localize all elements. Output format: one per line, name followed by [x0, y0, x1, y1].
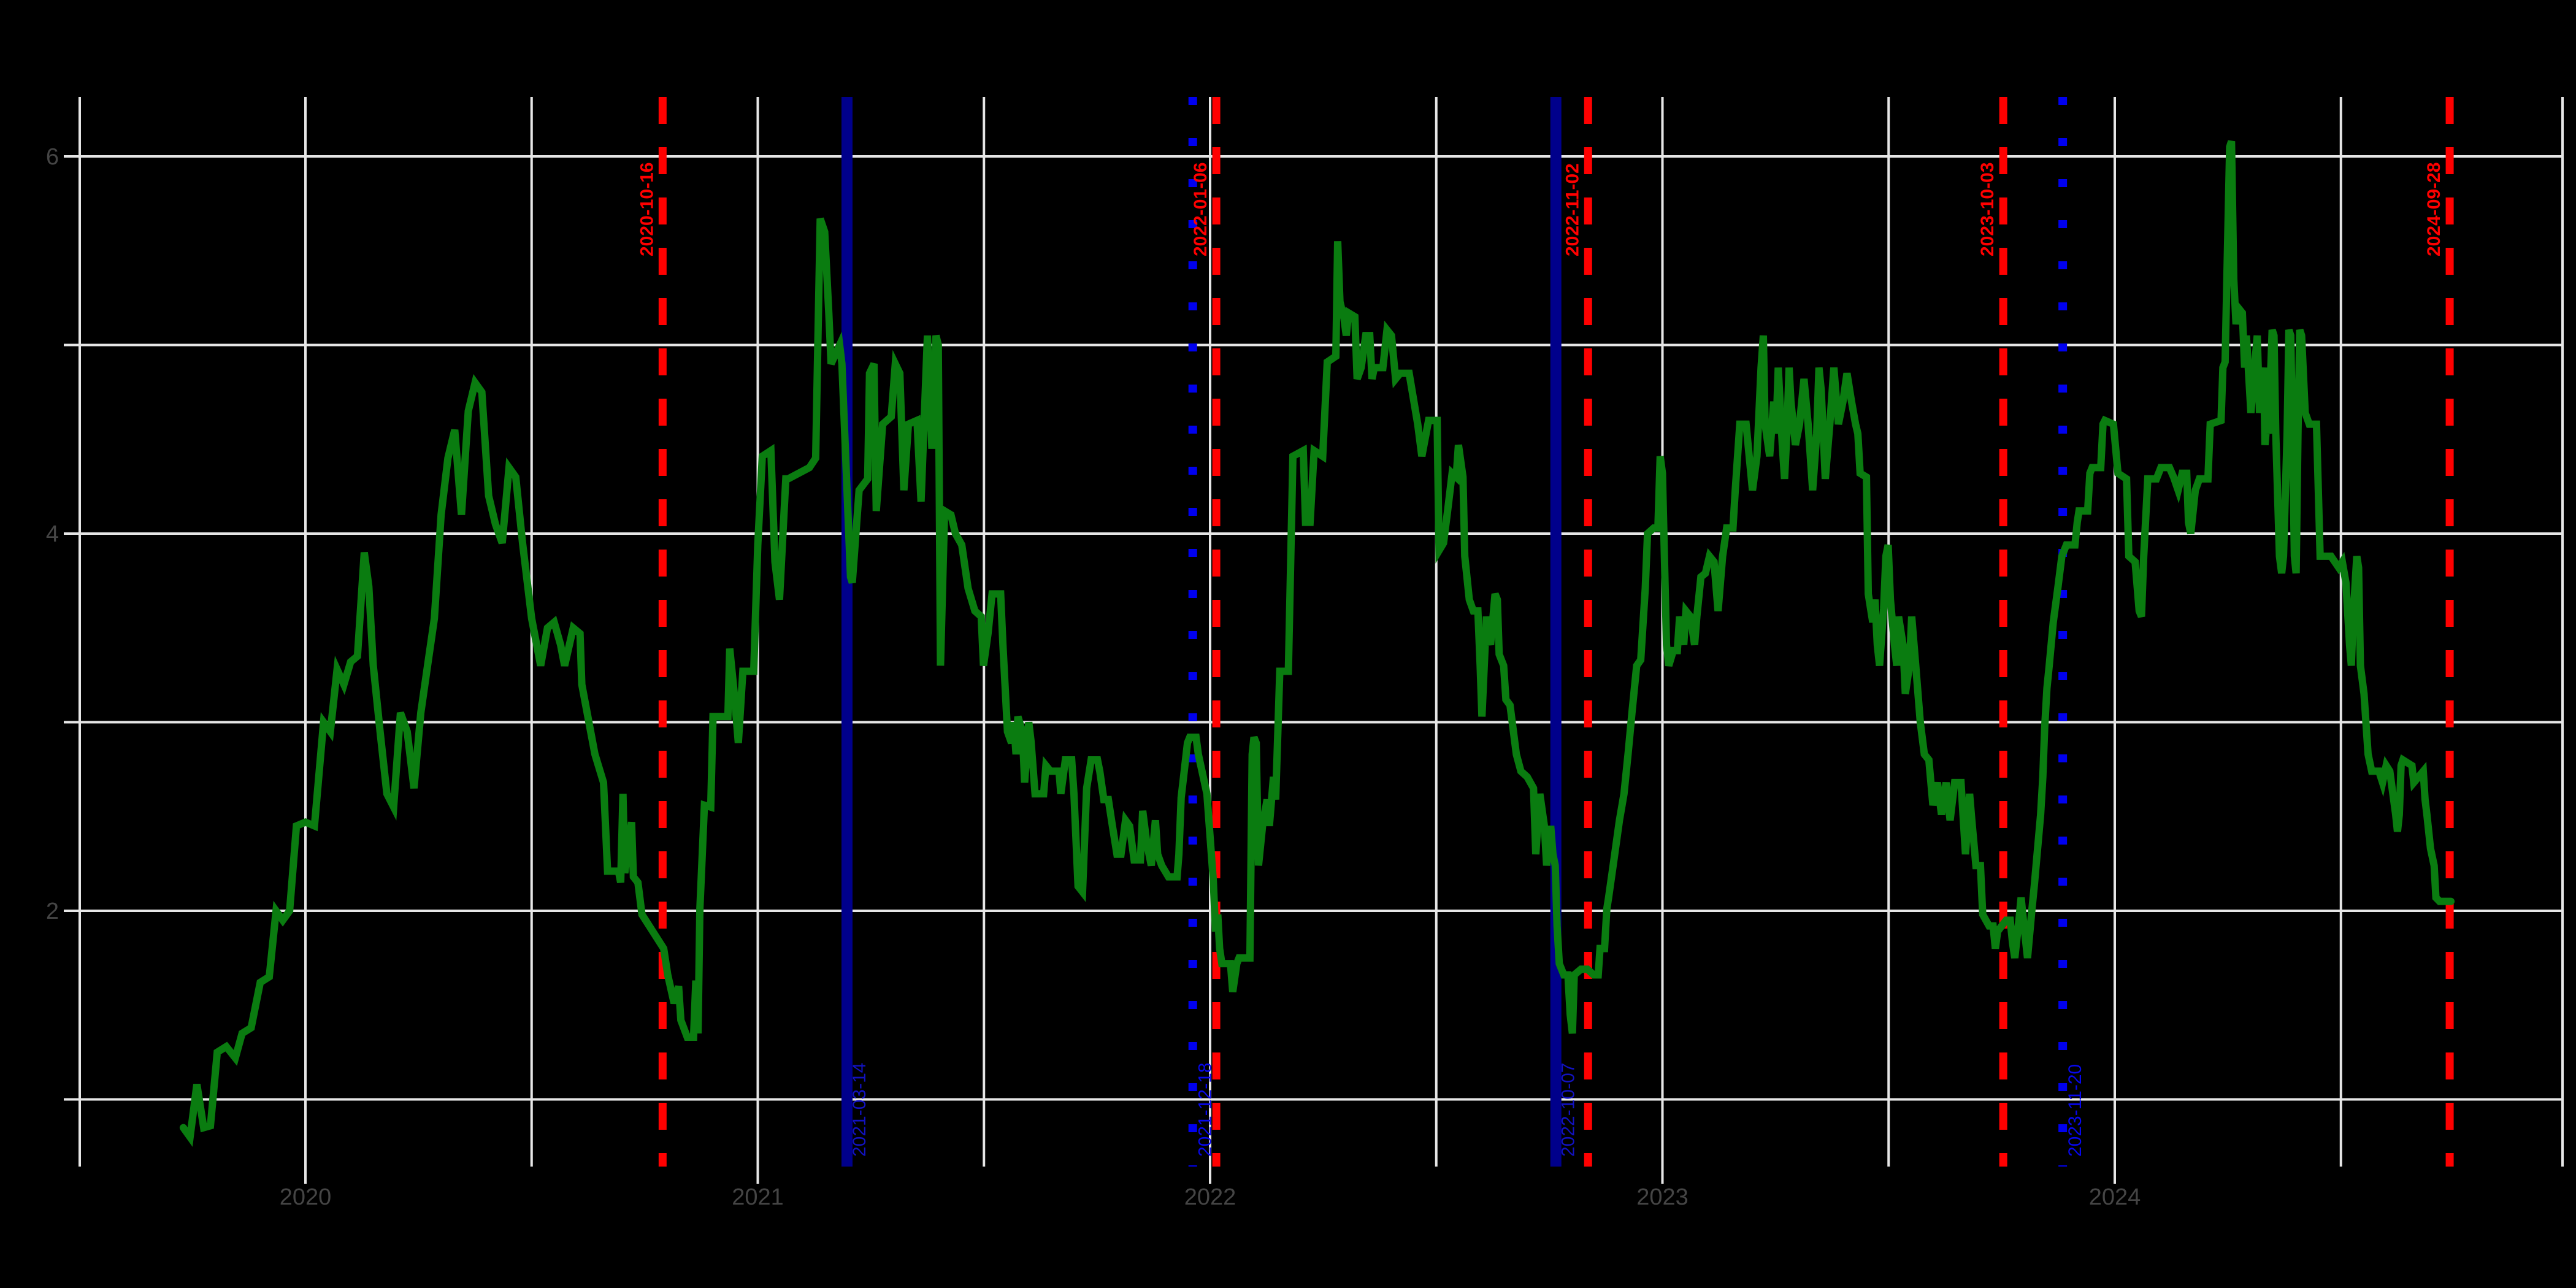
series-line-weekly-value — [179, 140, 2455, 1147]
x-axis-tick-label: 2020 — [280, 1184, 332, 1210]
gridlines — [79, 97, 2564, 1167]
axis-labels: 2 4 6 2020 2021 2022 2023 2024 — [46, 144, 2141, 1210]
event-date-label: 2022-01-06 — [1190, 163, 1211, 256]
event-date-label: 2020-10-16 — [637, 163, 657, 256]
y-axis-tick-label: 6 — [46, 144, 59, 170]
x-axis-tick-label: 2021 — [732, 1184, 784, 1210]
event-labels: 2020-10-16 2021-03-14 2021-12-18 2022-01-06… — [637, 163, 2444, 1157]
data-series — [179, 140, 2455, 1147]
x-axis-tick-label: 2022 — [1184, 1184, 1236, 1210]
event-lines — [658, 97, 2454, 1167]
x-axis-tick-label: 2023 — [1636, 1184, 1689, 1210]
event-date-label: 2024-09-28 — [2424, 163, 2444, 256]
event-date-label: 2021-03-14 — [849, 1063, 870, 1157]
event-date-label: 2023-11-20 — [2065, 1064, 2085, 1157]
y-axis-tick-label: 4 — [46, 521, 59, 547]
event-date-label: 2022-11-02 — [1562, 163, 1582, 256]
event-date-label: 2021-12-18 — [1195, 1063, 1216, 1157]
event-date-label: 2022-10-07 — [1558, 1063, 1579, 1157]
x-axis-tick-label: 2024 — [2089, 1184, 2141, 1210]
event-date-label: 2023-10-03 — [1977, 163, 1998, 256]
axis-ticks — [64, 155, 2116, 1184]
y-axis-tick-label: 2 — [46, 899, 59, 924]
